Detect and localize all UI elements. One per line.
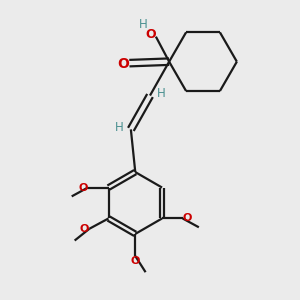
Text: H: H — [115, 121, 124, 134]
Text: O: O — [80, 224, 89, 234]
Text: O: O — [117, 57, 129, 71]
Text: O: O — [145, 28, 156, 41]
Text: O: O — [130, 256, 140, 266]
Text: H: H — [139, 18, 148, 31]
Text: O: O — [183, 214, 192, 224]
Text: O: O — [78, 182, 88, 193]
Text: H: H — [157, 87, 166, 100]
